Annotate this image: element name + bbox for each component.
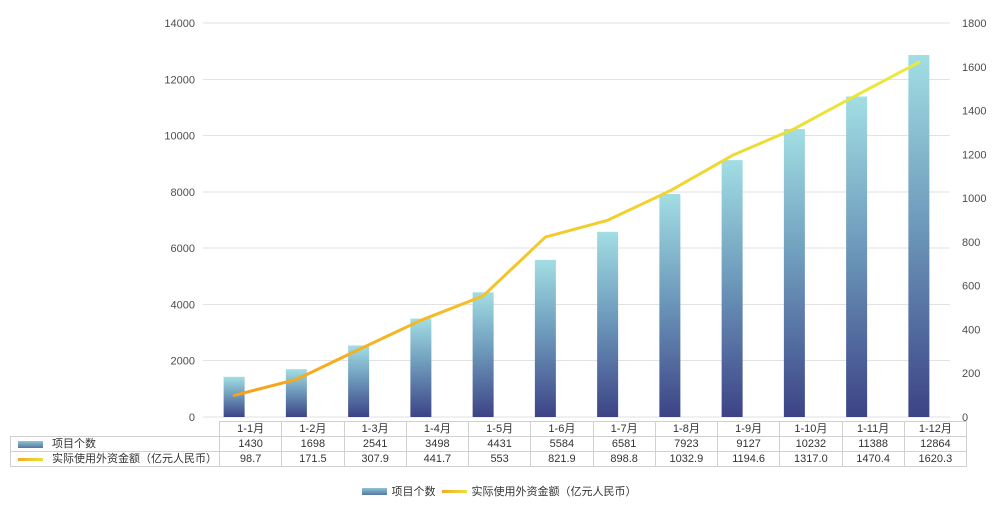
right-axis-tick-label: 1800	[962, 18, 986, 30]
left-axis-tick-label: 2000	[171, 356, 195, 368]
left-axis-tick-label: 0	[189, 412, 195, 424]
left-axis-tick-label: 8000	[171, 187, 195, 199]
table-value-cell: 1470.4	[841, 451, 905, 467]
bar[interactable]	[659, 194, 681, 417]
table-value-cell: 9127	[716, 436, 781, 452]
table-value-cell: 553	[467, 451, 532, 467]
table-value-cell: 7923	[654, 436, 719, 452]
table-value-cell: 898.8	[592, 451, 656, 467]
line-series-swatch-icon	[441, 489, 467, 493]
legend-label: 项目个数	[391, 486, 436, 498]
left-axis-tick-label: 10000	[164, 131, 195, 143]
table-row: 实际使用外资金额（亿元人民币） 98.7 171.5 307.9 441.7 553 821…	[10, 451, 968, 467]
table-value-cell: 11388	[841, 436, 905, 452]
table-category-header: 1-10月	[779, 421, 843, 437]
series-label: 实际使用外资金额（亿元人民币）	[52, 453, 217, 465]
table-category-header: 1-8月	[654, 421, 719, 437]
right-axis-tick-label: 200	[962, 368, 980, 380]
table-row-label: 实际使用外资金额（亿元人民币）	[10, 451, 220, 467]
line-series-swatch-icon	[18, 457, 43, 461]
table-value-cell: 2541	[343, 436, 407, 452]
bar[interactable]	[348, 345, 370, 417]
table-category-header: 1-6月	[530, 421, 594, 437]
right-axis-tick-label: 1000	[962, 193, 986, 205]
legend-item[interactable]: 实际使用外资金额（亿元人民币）	[441, 483, 637, 499]
left-axis-tick-label: 12000	[164, 74, 195, 86]
bar[interactable]	[597, 231, 619, 417]
bar[interactable]	[846, 96, 868, 417]
table-value-cell: 1194.6	[716, 451, 781, 467]
table-value-cell: 1698	[281, 436, 345, 452]
legend-label: 实际使用外资金额（亿元人民币）	[471, 486, 637, 498]
chart-legend: 项目个数 实际使用外资金额（亿元人民币）	[0, 483, 998, 499]
table-value-cell: 1430	[218, 436, 283, 452]
table-value-cell: 10232	[779, 436, 843, 452]
table-category-header: 1-3月	[343, 421, 407, 437]
bar-series-swatch-icon	[361, 487, 387, 495]
left-axis-tick-label: 4000	[171, 299, 195, 311]
bar[interactable]	[721, 160, 743, 417]
table-value-cell: 3498	[405, 436, 470, 452]
bar[interactable]	[908, 54, 930, 418]
table-category-header: 1-2月	[281, 421, 345, 437]
table-value-cell: 441.7	[405, 451, 470, 467]
bar[interactable]	[534, 259, 556, 417]
left-axis-tick-label: 6000	[171, 243, 195, 255]
table-category-header: 1-11月	[841, 421, 905, 437]
right-axis-tick-label: 1400	[962, 106, 986, 118]
table-corner	[11, 422, 220, 437]
table-category-header: 1-12月	[903, 421, 968, 437]
table-value-cell: 98.7	[218, 451, 283, 467]
legend-item[interactable]: 项目个数	[361, 483, 436, 499]
chart-data-table: 1-1月 1-2月 1-3月 1-4月 1-5月 1-6月 1-7月 1-8月 1-9月 1-10…	[10, 421, 968, 467]
table-value-cell: 5584	[530, 436, 594, 452]
bar[interactable]	[410, 318, 432, 417]
line-series	[232, 60, 921, 397]
bar[interactable]	[783, 129, 805, 417]
table-row: 项目个数 1430 1698 2541 3498 4431 5584 6581 7923 9127…	[10, 436, 968, 452]
right-axis-tick-label: 0	[962, 412, 968, 424]
table-value-cell: 4431	[467, 436, 532, 452]
table-value-cell: 1032.9	[654, 451, 719, 467]
combo-chart: 0 2000 4000 6000 8000 10000 12000 14000 0 200 400 6…	[164, 18, 986, 424]
table-category-header: 1-9月	[716, 421, 781, 437]
table-category-header: 1-7月	[592, 421, 656, 437]
right-axis-tick-label: 600	[962, 281, 980, 293]
series-label: 项目个数	[52, 438, 96, 450]
table-value-cell: 1317.0	[779, 451, 843, 467]
left-axis-tick-label: 14000	[164, 18, 195, 30]
table-category-header: 1-5月	[467, 421, 532, 437]
table-row-label: 项目个数	[10, 436, 220, 452]
right-axis-tick-label: 400	[962, 324, 980, 336]
table-value-cell: 1620.3	[903, 451, 968, 467]
bar-series-swatch-icon	[18, 440, 43, 448]
table-value-cell: 12864	[903, 436, 968, 452]
table-value-cell: 171.5	[281, 451, 345, 467]
table-value-cell: 307.9	[343, 451, 407, 467]
bar[interactable]	[472, 292, 494, 417]
right-axis-tick-label: 1600	[962, 62, 986, 74]
table-value-cell: 821.9	[530, 451, 594, 467]
table-value-cell: 6581	[592, 436, 656, 452]
right-axis-tick-label: 800	[962, 237, 980, 249]
table-category-header: 1-4月	[405, 421, 470, 437]
right-axis-tick-label: 1200	[962, 149, 986, 161]
table-category-header: 1-1月	[218, 421, 283, 437]
